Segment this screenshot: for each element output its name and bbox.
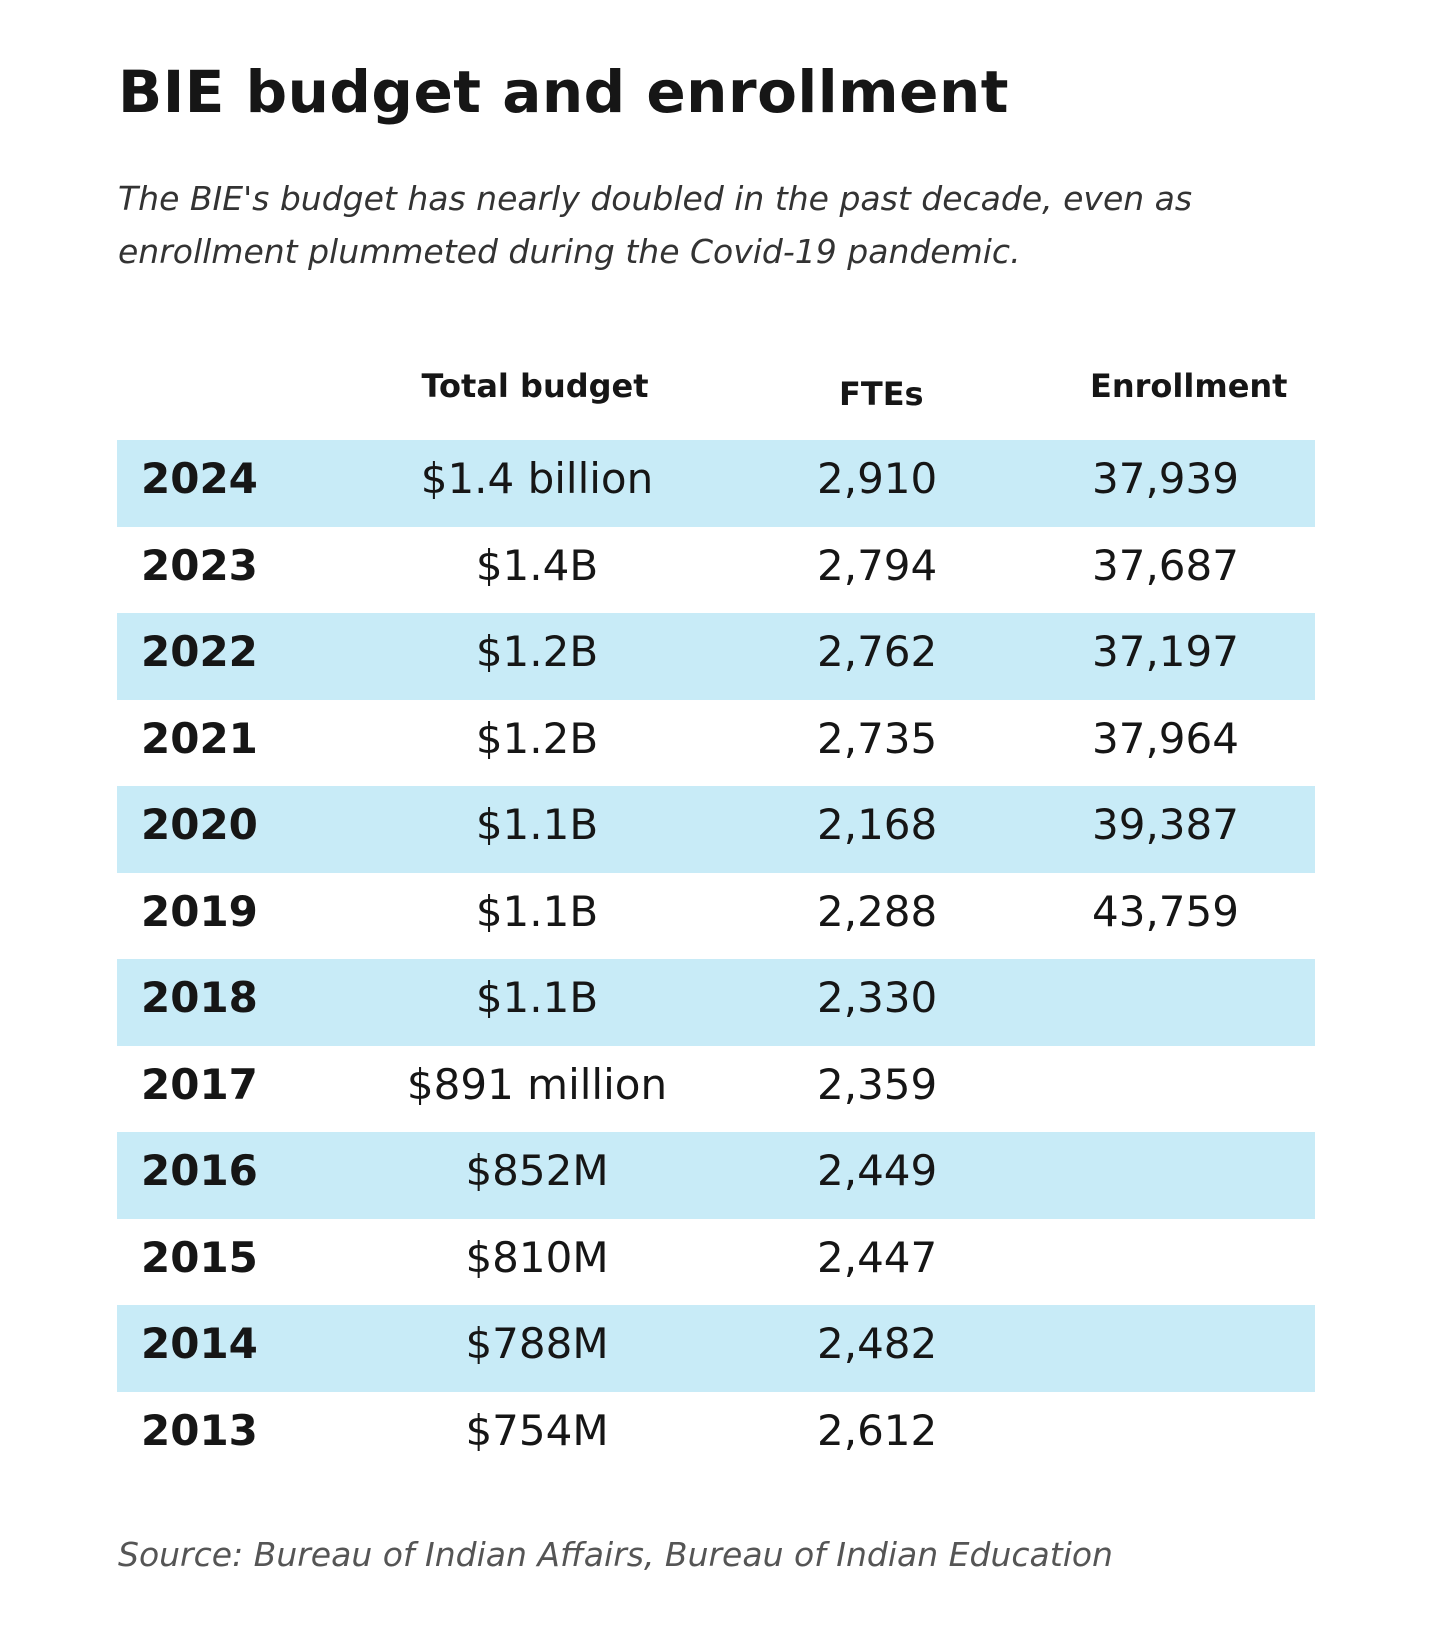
cell-budget-text: $1.1B xyxy=(475,800,599,849)
cell-budget-text: $852M xyxy=(465,1146,609,1195)
cell-year: 2024 xyxy=(141,454,258,503)
cell-ftes: 2,168 xyxy=(817,800,938,849)
cell-budget-text: $1.1B xyxy=(475,973,599,1022)
cell-enrollment: 37,939 xyxy=(1092,454,1239,503)
cell-year: 2016 xyxy=(141,1146,258,1195)
table-row: 2017 $891 million 2,359 xyxy=(117,1046,1315,1133)
cell-budget-text: $1.4 billion xyxy=(420,454,654,503)
subtitle: The BIE's budget has nearly doubled in t… xyxy=(118,179,1193,271)
table-row: 2022 $1.2B 2,762 37,197 xyxy=(117,613,1315,700)
cell-ftes: 2,288 xyxy=(817,886,938,936)
source-note: Source: Bureau of Indian Affairs, Bureau… xyxy=(118,1535,1113,1574)
cell-year: 2013 xyxy=(141,1405,258,1455)
cell-ftes: 2,330 xyxy=(817,973,938,1022)
cell-year: 2015 xyxy=(141,1232,258,1282)
table-row: 2019 $1.1B 2,288 43,759 xyxy=(117,873,1315,960)
table-header: Total budget FTEs Enrollment xyxy=(117,365,1315,440)
cell-ftes: 2,762 xyxy=(817,627,938,676)
cell-ftes: 2,359 xyxy=(817,1059,938,1109)
table-row: 2014 $788M 2,482 xyxy=(117,1305,1315,1392)
cell-year: 2022 xyxy=(141,627,258,676)
cell-enrollment: 37,197 xyxy=(1092,627,1239,676)
cell-year: 2021 xyxy=(141,713,258,763)
cell-budget-text: $788M xyxy=(465,1319,609,1368)
cell-enrollment: 37,687 xyxy=(1092,540,1239,590)
table-row: 2013 $754M 2,612 xyxy=(117,1392,1315,1479)
table-row: 2016 $852M 2,449 xyxy=(117,1132,1315,1219)
table-row: 2015 $810M 2,447 xyxy=(117,1219,1315,1306)
cell-budget-text: $810M xyxy=(465,1232,609,1282)
page-title: BIE budget and enrollment xyxy=(118,58,1009,126)
cell-year: 2017 xyxy=(141,1059,258,1109)
cell-year: 2023 xyxy=(141,540,258,590)
table-row: 2024 $1.4 billion 2,910 37,939 xyxy=(117,440,1315,527)
header-budget-text: Total budget xyxy=(421,367,649,405)
cell-ftes: 2,449 xyxy=(817,1146,938,1195)
budget-table: Total budget FTEs Enrollment 2024 $1.4 bi… xyxy=(117,365,1315,1478)
table-row: 2018 $1.1B 2,330 xyxy=(117,959,1315,1046)
cell-year: 2014 xyxy=(141,1319,258,1368)
cell-ftes: 2,735 xyxy=(817,713,938,763)
cell-year: 2019 xyxy=(141,886,258,936)
cell-budget-text: $1.4B xyxy=(475,540,599,590)
table-row: 2023 $1.4B 2,794 37,687 xyxy=(117,527,1315,614)
cell-ftes: 2,612 xyxy=(817,1405,938,1455)
cell-budget-text: $891 million xyxy=(406,1059,668,1109)
header-enrollment: Enrollment xyxy=(1090,367,1288,405)
table-row: 2021 $1.2B 2,735 37,964 xyxy=(117,700,1315,787)
cell-ftes: 2,482 xyxy=(817,1319,938,1368)
header-ftes: FTEs xyxy=(839,375,924,413)
cell-enrollment: 39,387 xyxy=(1092,800,1239,849)
cell-enrollment: 37,964 xyxy=(1092,713,1239,763)
cell-ftes: 2,794 xyxy=(817,540,938,590)
cell-budget-text: $1.2B xyxy=(475,713,599,763)
cell-year: 2018 xyxy=(141,973,258,1022)
cell-enrollment: 43,759 xyxy=(1092,886,1239,936)
cell-ftes: 2,447 xyxy=(817,1232,938,1282)
cell-ftes: 2,910 xyxy=(817,454,938,503)
cell-budget-text: $754M xyxy=(465,1405,609,1455)
cell-year: 2020 xyxy=(141,800,258,849)
table-row: 2020 $1.1B 2,168 39,387 xyxy=(117,786,1315,873)
cell-budget-text: $1.1B xyxy=(475,886,599,936)
cell-budget-text: $1.2B xyxy=(475,627,599,676)
